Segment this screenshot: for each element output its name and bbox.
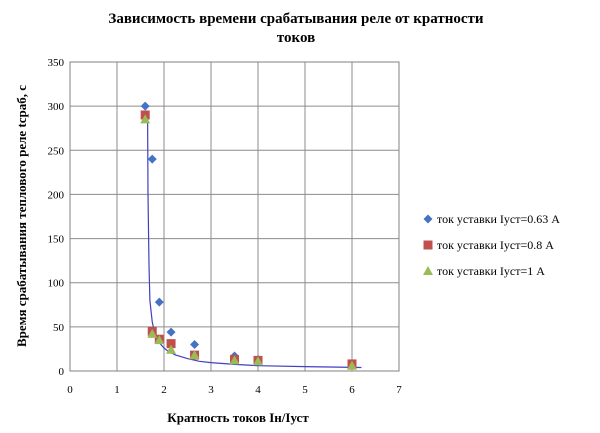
data-point-s2-0 — [140, 114, 151, 124]
plot-area-border — [69, 61, 400, 372]
trendline-path — [147, 114, 362, 369]
legend-entry-0: ток уставки Iуст=0.63 А — [437, 212, 560, 226]
y-tick-label: 0 — [59, 366, 65, 378]
trendline — [147, 114, 362, 369]
legend-entry-2: ток уставки Iуст=1 А — [437, 264, 545, 278]
data-point-s0-4 — [190, 340, 200, 350]
chart-title-line-1: Зависимость времени срабатывания реле от… — [108, 11, 484, 27]
data-point-s2-3 — [166, 344, 177, 354]
data-point-s2-1 — [147, 328, 158, 338]
data-point-s2-7 — [347, 360, 357, 370]
data-point-s2-6 — [253, 356, 263, 366]
data-point-s2-5 — [229, 355, 240, 365]
x-tick-label: 2 — [161, 384, 167, 396]
y-tick-label: 50 — [53, 322, 65, 334]
legend-marker-1 — [423, 240, 433, 250]
x-axis-label: Кратность токов Iн/Iуст — [167, 410, 309, 425]
y-tick-label: 250 — [48, 145, 65, 157]
legend-entry-1: ток уставки Iуст=0.8 А — [437, 238, 554, 252]
x-tick-label: 3 — [208, 384, 214, 396]
data-point-s2-4 — [189, 350, 200, 360]
axes — [69, 61, 400, 372]
grid — [69, 61, 400, 372]
x-tick-label: 6 — [349, 384, 355, 396]
y-tick-label: 350 — [48, 57, 65, 69]
data-point-s0-0 — [140, 101, 150, 111]
y-axis-label: Время срабатывания теплового реле tсраб,… — [14, 85, 29, 347]
y-tick-label: 150 — [48, 234, 65, 246]
data-point-s0-2 — [154, 297, 164, 307]
x-tick-label: 4 — [255, 384, 261, 396]
chart-title-line-2: токов — [277, 30, 315, 46]
data-point-s2-2 — [154, 335, 165, 345]
x-tick-label: 5 — [302, 384, 308, 396]
data-points — [140, 101, 357, 370]
y-tick-labels: 0 50 100 150 200 250 300 350 — [48, 57, 65, 378]
data-point-s0-3 — [166, 327, 176, 337]
legend-marker-2 — [423, 266, 433, 275]
y-tick-label: 200 — [48, 189, 65, 201]
x-tick-labels: 0 1 2 3 4 5 6 7 — [67, 384, 402, 396]
data-point-s1-3 — [166, 339, 176, 349]
y-tick-label: 100 — [48, 278, 65, 290]
x-tick-label: 7 — [396, 384, 402, 396]
legend-marker-0 — [423, 214, 433, 224]
x-tick-label: 0 — [67, 384, 73, 396]
legend: ток уставки Iуст=0.63 А ток уставки Iуст=… — [423, 212, 560, 278]
y-tick-label: 300 — [48, 101, 65, 113]
x-tick-label: 1 — [114, 384, 120, 396]
data-point-s0-1 — [147, 154, 157, 164]
